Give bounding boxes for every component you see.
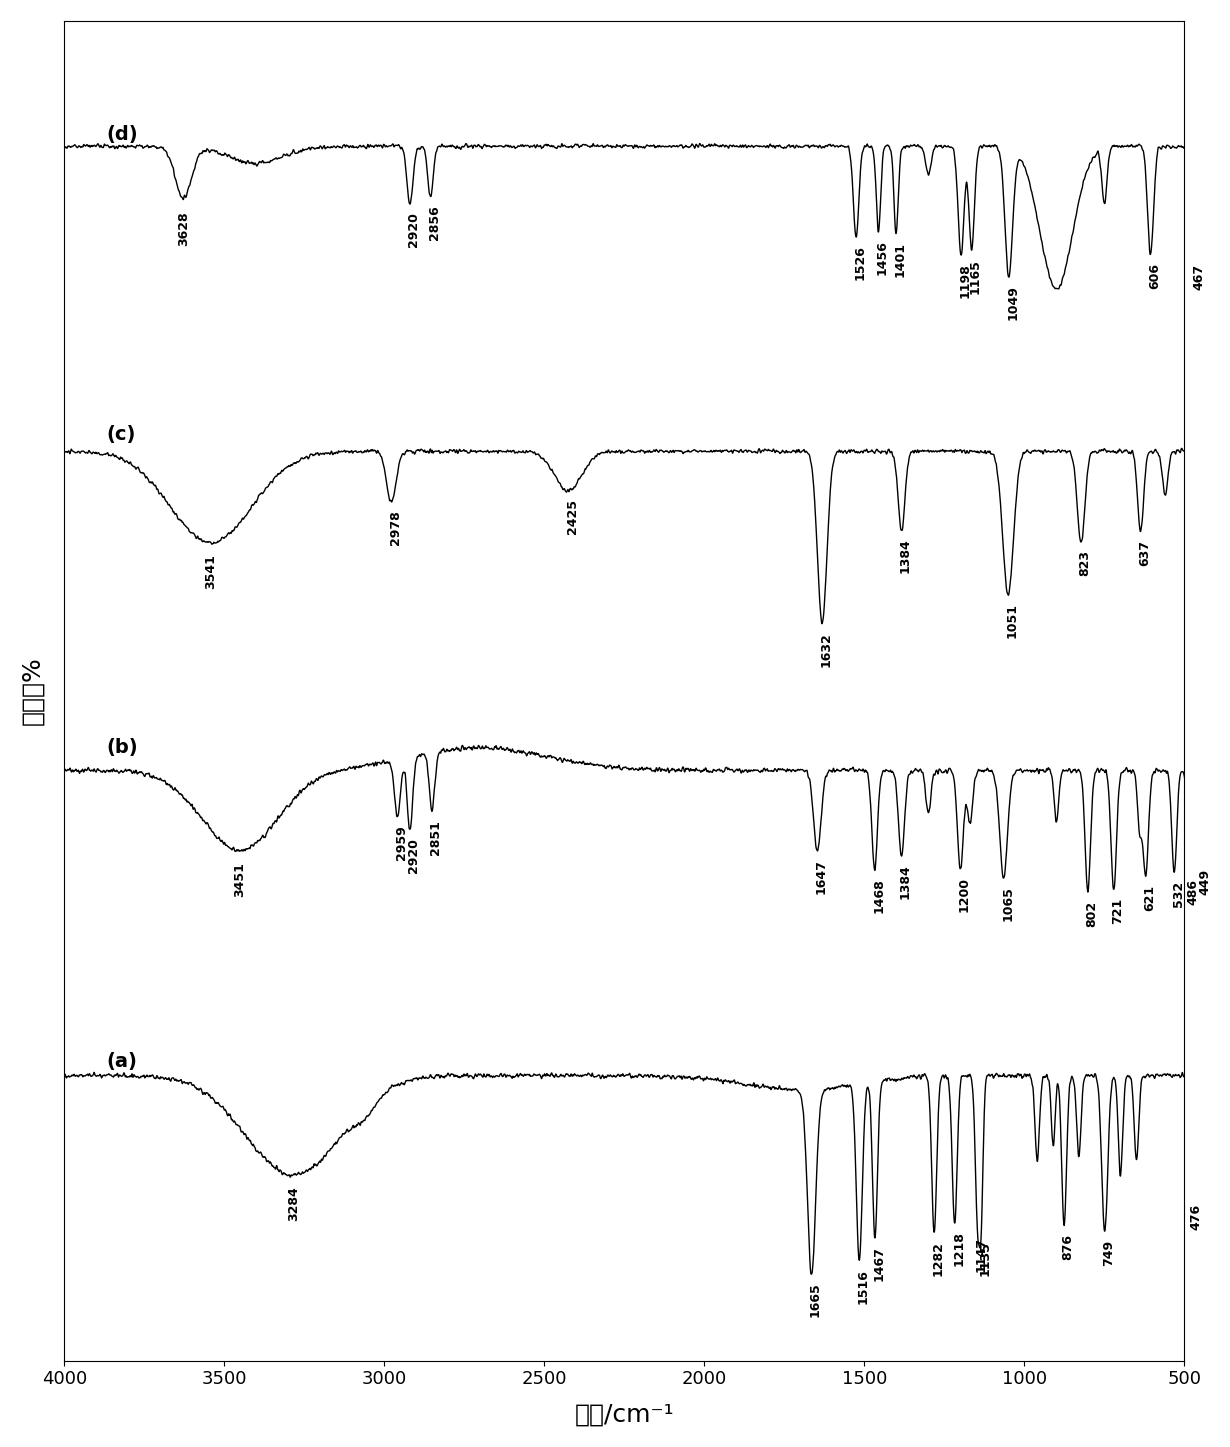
X-axis label: 波数/cm⁻¹: 波数/cm⁻¹ — [574, 1402, 674, 1427]
Text: 449: 449 — [1198, 868, 1212, 894]
Text: 1147: 1147 — [975, 1237, 988, 1272]
Text: 467: 467 — [1192, 263, 1205, 289]
Text: 2920: 2920 — [407, 838, 421, 873]
Text: 3451: 3451 — [234, 862, 246, 897]
Text: 721: 721 — [1111, 897, 1124, 925]
Text: 3628: 3628 — [177, 211, 189, 246]
Text: (d): (d) — [106, 126, 138, 145]
Text: 2959: 2959 — [395, 825, 408, 860]
Text: 2425: 2425 — [566, 499, 579, 534]
Text: 2856: 2856 — [428, 205, 440, 240]
Text: 876: 876 — [1061, 1234, 1075, 1260]
Text: 2978: 2978 — [389, 511, 402, 546]
Text: 1218: 1218 — [952, 1231, 966, 1266]
Text: 3284: 3284 — [287, 1187, 300, 1221]
Text: 1401: 1401 — [893, 242, 907, 276]
Text: (c): (c) — [106, 424, 135, 444]
Text: 1516: 1516 — [857, 1269, 870, 1304]
Text: 1384: 1384 — [899, 864, 911, 899]
Text: 1632: 1632 — [819, 632, 833, 667]
Text: 749: 749 — [1102, 1240, 1116, 1266]
Text: 606: 606 — [1148, 263, 1161, 289]
Text: 1468: 1468 — [872, 878, 886, 913]
Text: 621: 621 — [1143, 884, 1156, 910]
Text: 486: 486 — [1187, 880, 1199, 906]
Text: 532: 532 — [1172, 881, 1184, 907]
Text: 1165: 1165 — [969, 259, 982, 294]
Text: 1051: 1051 — [1006, 603, 1018, 638]
Text: 1200: 1200 — [958, 877, 970, 912]
Text: 1198: 1198 — [958, 263, 972, 298]
Text: 476: 476 — [1189, 1204, 1203, 1230]
Text: 1135: 1135 — [979, 1242, 991, 1276]
Text: 1526: 1526 — [854, 246, 866, 281]
Text: 1665: 1665 — [809, 1282, 822, 1317]
Text: 1456: 1456 — [876, 240, 889, 275]
Text: 1467: 1467 — [872, 1246, 886, 1282]
Text: 1282: 1282 — [931, 1240, 945, 1276]
Text: (b): (b) — [106, 738, 138, 757]
Text: 2851: 2851 — [429, 820, 443, 855]
Text: 637: 637 — [1138, 540, 1151, 566]
Text: 802: 802 — [1085, 900, 1098, 926]
Text: (a): (a) — [106, 1052, 137, 1071]
Text: 1384: 1384 — [899, 538, 911, 573]
Text: 1049: 1049 — [1006, 285, 1020, 320]
Text: 3541: 3541 — [204, 554, 218, 589]
Text: 823: 823 — [1079, 550, 1091, 576]
Y-axis label: 透过率%: 透过率% — [21, 657, 44, 725]
Text: 1647: 1647 — [814, 860, 828, 894]
Text: 1065: 1065 — [1001, 887, 1014, 922]
Text: 2920: 2920 — [407, 213, 421, 247]
